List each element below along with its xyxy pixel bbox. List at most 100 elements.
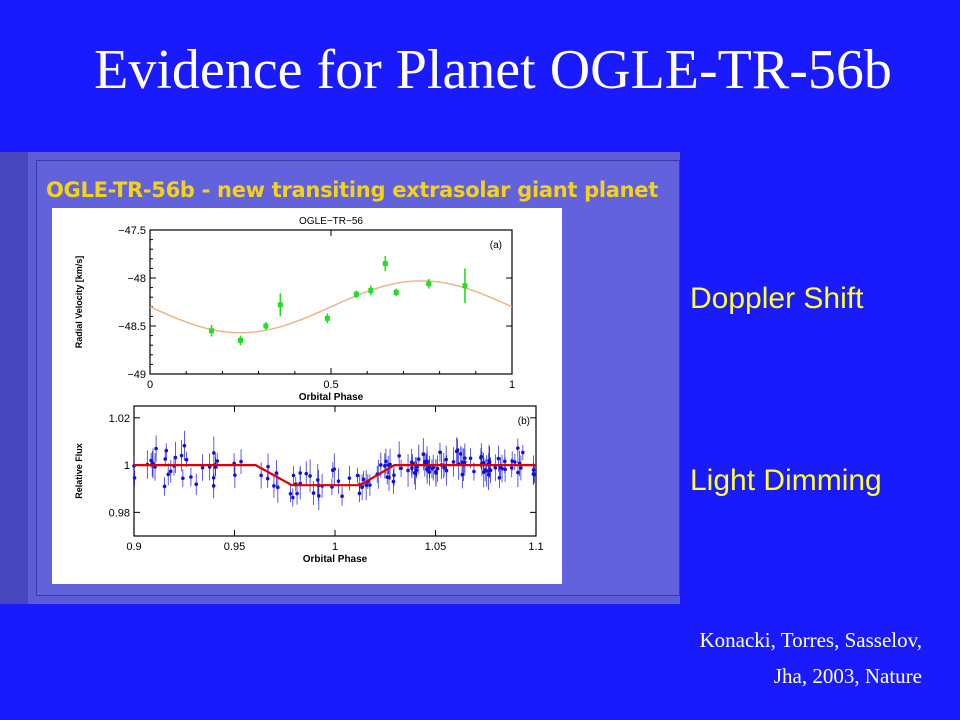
flux-x-tick-label: 1	[332, 541, 338, 553]
citation-line-2: Jha, 2003, Nature	[773, 664, 922, 688]
rv-data-point	[209, 328, 215, 334]
flux-data-point	[510, 459, 514, 463]
flux-data-point	[468, 456, 473, 461]
flux-data-point	[460, 460, 464, 465]
rv-x-tick-label: 0.5	[323, 379, 338, 391]
flux-data-point	[385, 475, 390, 479]
rv-data-point	[368, 287, 374, 293]
flux-data-point	[383, 464, 387, 468]
flux-y-tick-label: 1.02	[109, 413, 130, 425]
plot-svg: OGLE−TR−56 0 0.5 1 −47.5 −48 −48.5 −49 Orbital P…	[74, 216, 544, 565]
flux-y-tick-label: 0.98	[109, 507, 130, 519]
flux-data-point	[451, 460, 456, 464]
flux-x-tick-label: 1.1	[528, 541, 543, 553]
flux-data-point	[355, 473, 360, 478]
flux-data-point	[347, 476, 352, 480]
flux-y-axis-label: Relative Flux	[74, 443, 84, 499]
flux-data-point	[379, 463, 383, 467]
flux-data-point	[421, 452, 426, 457]
flux-data-point	[406, 468, 410, 473]
rv-plot-frame	[149, 229, 513, 375]
flux-plot-frame	[133, 405, 537, 537]
flux-data-point	[434, 471, 438, 475]
flux-data-point	[308, 474, 312, 478]
slide-title: Evidence for Planet OGLE-TR-56b	[94, 39, 892, 101]
rv-y-tick-label: −48	[127, 273, 146, 285]
flux-model-curve	[134, 464, 536, 487]
flux-data-point	[454, 449, 459, 454]
flux-data-point	[215, 459, 220, 463]
flux-data-point	[315, 478, 320, 482]
flux-data-point	[162, 484, 167, 489]
rv-y-axis-label: Radial Velocity [km/s]	[74, 256, 84, 349]
rv-data-point	[263, 323, 269, 329]
flux-data-point	[368, 483, 372, 487]
rv-y-tick-label: −48.5	[118, 321, 146, 333]
flux-data-point	[493, 465, 498, 470]
flux-data-point	[173, 455, 178, 460]
flux-data-point	[200, 465, 205, 470]
flux-data-point	[166, 472, 171, 477]
flux-data-point	[516, 470, 520, 475]
flux-data-point	[259, 473, 263, 478]
rv-data-point	[277, 302, 283, 308]
flux-data-point	[431, 465, 436, 470]
flux-data-point	[500, 466, 504, 471]
flux-data-point	[531, 472, 536, 476]
flux-x-axis-label: Orbital Phase	[303, 554, 368, 565]
citation-line-1: Konacki, Torres, Sasselov,	[699, 628, 923, 652]
figure-panel: OGLE-TR-56b - new transiting extrasolar …	[0, 152, 680, 604]
flux-panel-tag: (b)	[518, 416, 530, 427]
flux-data-point	[239, 459, 243, 464]
rv-data-point	[462, 283, 468, 289]
flux-data-point	[189, 475, 193, 479]
flux-data-point	[274, 471, 279, 475]
flux-data-point	[194, 482, 199, 487]
flux-data-point	[184, 457, 189, 462]
flux-data-point	[181, 476, 185, 481]
rv-data-point	[393, 289, 399, 295]
flux-data-point	[361, 477, 366, 482]
rv-x-tick-label: 0	[147, 379, 153, 391]
flux-data-point	[416, 457, 421, 461]
flux-data-point	[472, 469, 476, 474]
flux-data-point	[521, 450, 525, 455]
flux-data-point	[364, 483, 368, 488]
rv-data-point	[426, 281, 432, 287]
rv-data-point	[238, 337, 243, 343]
light-dimming-label: Light Dimming	[690, 464, 882, 497]
flux-data-point	[340, 494, 344, 499]
flux-data-point	[484, 469, 489, 473]
flux-data-point	[233, 473, 237, 477]
flux-data-point	[311, 491, 316, 495]
flux-data-point	[496, 456, 501, 461]
flux-data-point	[386, 463, 391, 467]
flux-data-point	[304, 471, 309, 476]
flux-x-tick-label: 0.9	[126, 541, 141, 553]
rv-x-axis-label: Orbital Phase	[299, 392, 364, 403]
flux-x-tick-label: 1.05	[425, 541, 446, 553]
figure-left-stripe	[0, 152, 28, 604]
flux-data-point	[438, 450, 442, 455]
flux-data-point	[444, 457, 448, 462]
flux-data-point	[291, 473, 296, 478]
flux-data-point	[168, 469, 173, 474]
rv-panel-tag: (a)	[490, 240, 502, 251]
rv-data-point	[382, 261, 388, 267]
rv-y-tick-label: −47.5	[118, 225, 146, 237]
flux-data-point	[288, 491, 293, 496]
flux-data-point	[164, 448, 169, 453]
flux-data-point	[391, 479, 396, 484]
flux-data-point	[211, 475, 216, 480]
figure-heading: OGLE-TR-56b - new transiting extrasolar …	[46, 178, 658, 202]
flux-data-point	[272, 484, 276, 488]
flux-data-point	[488, 468, 493, 473]
flux-data-point	[154, 446, 158, 451]
flux-data-point	[317, 494, 321, 498]
doppler-shift-label: Doppler Shift	[690, 282, 864, 315]
plot-card: OGLE−TR−56 0 0.5 1 −47.5 −48 −48.5 −49 Orbital P…	[52, 208, 562, 584]
rv-x-tick-label: 1	[509, 379, 515, 391]
flux-y-tick-label: 1	[124, 460, 130, 472]
flux-data-point	[149, 458, 153, 463]
flux-data-point	[179, 453, 184, 458]
